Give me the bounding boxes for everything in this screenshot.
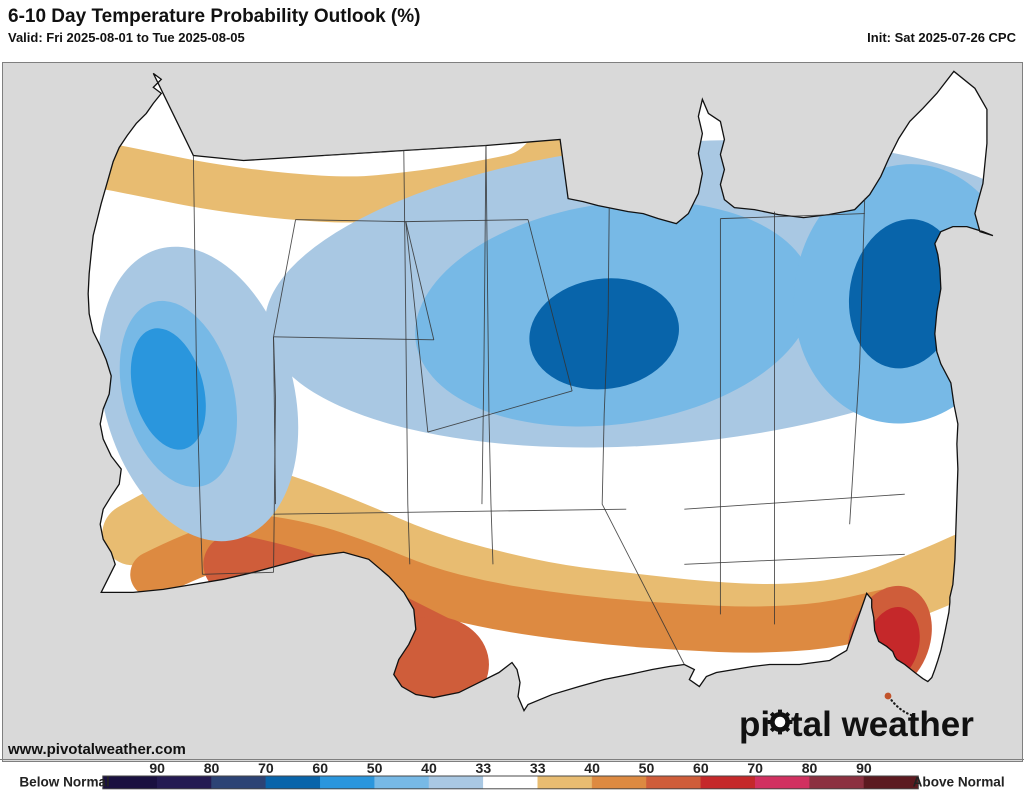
- svg-text:Below Normal: Below Normal: [19, 775, 109, 790]
- svg-text:60: 60: [312, 760, 328, 776]
- svg-text:70: 70: [258, 760, 274, 776]
- svg-text:50: 50: [367, 760, 383, 776]
- svg-text:90: 90: [149, 760, 165, 776]
- svg-text:pi: pi: [739, 705, 770, 744]
- svg-text:33: 33: [476, 760, 492, 776]
- svg-text:40: 40: [421, 760, 437, 776]
- svg-text:80: 80: [802, 760, 818, 776]
- svg-text:60: 60: [693, 760, 709, 776]
- svg-text:90: 90: [856, 760, 872, 776]
- svg-text:33: 33: [530, 760, 546, 776]
- svg-text:80: 80: [204, 760, 220, 776]
- svg-text:tal weather: tal weather: [791, 705, 974, 744]
- svg-text:50: 50: [639, 760, 655, 776]
- svg-text:Above Normal: Above Normal: [913, 775, 1005, 790]
- svg-text:40: 40: [584, 760, 600, 776]
- svg-text:70: 70: [747, 760, 763, 776]
